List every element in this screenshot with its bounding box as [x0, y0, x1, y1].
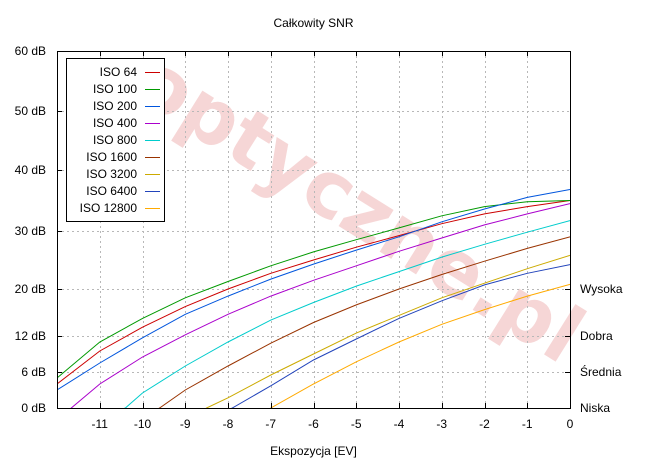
watermark-text: optyczne.pl	[119, 35, 599, 381]
y-tick-label: 0 dB	[21, 401, 46, 415]
x-tick-label: -4	[394, 417, 405, 431]
x-tick-label: -9	[180, 417, 191, 431]
x-tick-label: -2	[479, 417, 490, 431]
x-tick-label: -7	[265, 417, 276, 431]
series-line-iso-6400	[231, 264, 570, 408]
quality-label: Niska	[580, 401, 610, 415]
y-tick-label: 50 dB	[15, 104, 46, 118]
chart-title: Całkowity SNR	[273, 16, 353, 30]
legend-label: ISO 6400	[86, 184, 137, 198]
series-line-iso-64	[57, 200, 570, 385]
x-tick-label: -10	[134, 417, 152, 431]
series-line-iso-400	[70, 203, 570, 408]
legend: ISO 64 ISO 100 ISO 200 ISO 400 ISO 800 ISO 16…	[66, 58, 165, 222]
series-line-iso-800	[123, 220, 570, 408]
series-line-iso-100	[57, 200, 570, 379]
legend-label: ISO 12800	[80, 201, 138, 215]
quality-label: Wysoka	[580, 282, 623, 296]
y-tick-label: 60 dB	[15, 44, 46, 58]
y-tick-label: 12 dB	[15, 329, 46, 343]
x-tick-label: 0	[567, 417, 574, 431]
x-tick-label: -1	[522, 417, 533, 431]
x-tick-label: -5	[351, 417, 362, 431]
y-tick-label: 30 dB	[15, 224, 46, 238]
x-tick-label: -8	[223, 417, 234, 431]
series-line-iso-12800	[269, 283, 570, 408]
x-axis-label: Ekspozycja [EV]	[270, 444, 357, 458]
quality-label: Średnia	[580, 364, 622, 379]
legend-label: ISO 100	[93, 82, 137, 96]
y-tick-label: 6 dB	[21, 365, 46, 379]
series-line-iso-3200	[205, 254, 570, 408]
series-line-iso-1600	[158, 236, 570, 408]
x-tick-label: -6	[308, 417, 319, 431]
quality-label: Dobra	[580, 329, 613, 343]
x-tick-label: -11	[92, 417, 109, 431]
x-tick-label: -3	[436, 417, 447, 431]
watermark: optyczne.pl	[119, 35, 599, 381]
legend-label: ISO 3200	[86, 167, 137, 181]
legend-label: ISO 1600	[86, 150, 137, 164]
legend-label: ISO 400	[93, 116, 137, 130]
legend-label: ISO 200	[93, 99, 137, 113]
legend-label: ISO 800	[93, 133, 137, 147]
y-tick-label: 20 dB	[15, 282, 46, 296]
series-lines	[57, 189, 570, 408]
series-line-iso-200	[57, 189, 570, 391]
legend-label: ISO 64	[100, 65, 138, 79]
y-tick-label: 40 dB	[15, 163, 46, 177]
